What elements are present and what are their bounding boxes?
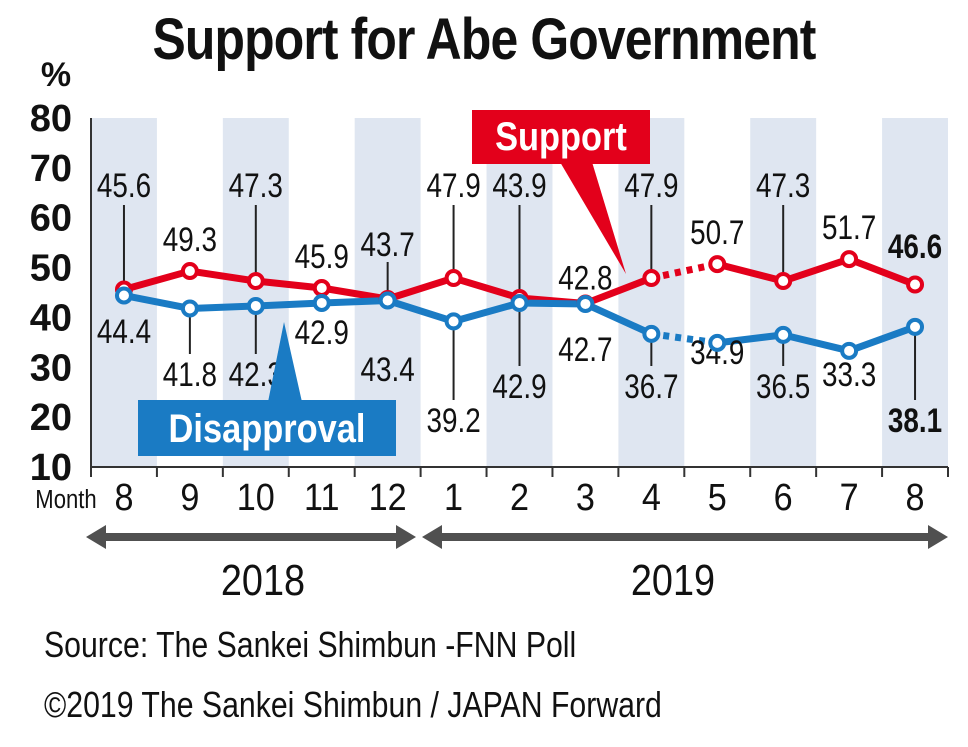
x-tick-label-11: 7 bbox=[840, 475, 859, 518]
support-point-3 bbox=[312, 279, 331, 298]
support-point-5 bbox=[444, 269, 463, 288]
y-tick-label-20: 20 bbox=[30, 397, 72, 439]
x-tick-label-12: 8 bbox=[906, 475, 925, 518]
disapproval-point-11 bbox=[840, 341, 859, 360]
x-tick-label-10: 6 bbox=[774, 475, 793, 518]
copyright-note: ©2019 The Sankei Shimbun / JAPAN Forward bbox=[44, 684, 662, 725]
support-point-2 bbox=[246, 272, 265, 291]
disapproval-point-5 bbox=[444, 312, 463, 331]
support-data-label-11: 51.7 bbox=[822, 208, 876, 246]
x-tick-label-1: 9 bbox=[180, 475, 199, 518]
support-data-label-12: 46.6 bbox=[888, 227, 942, 265]
disapproval-callout-pointer bbox=[268, 322, 302, 402]
support-data-label-9: 50.7 bbox=[690, 213, 744, 251]
year-arrow-2018-left-head bbox=[86, 525, 106, 549]
support-line-b bbox=[716, 255, 917, 288]
disapproval-line-b bbox=[716, 323, 917, 355]
disapproval-point-6 bbox=[510, 293, 529, 312]
support-callout-box bbox=[472, 110, 650, 164]
disapproval-data-label-11: 33.3 bbox=[822, 355, 876, 393]
disapproval-data-label-3: 42.9 bbox=[295, 313, 349, 351]
x-tick-label-7: 3 bbox=[576, 475, 595, 518]
support-data-label-10: 47.3 bbox=[756, 166, 810, 204]
support-point-8 bbox=[642, 269, 661, 288]
disapproval-data-label-10: 36.5 bbox=[756, 367, 810, 405]
support-data-label-0: 45.6 bbox=[97, 166, 151, 204]
support-data-label-5: 47.9 bbox=[426, 166, 480, 204]
disapproval-point-10 bbox=[774, 325, 793, 344]
x-tick-label-5: 1 bbox=[444, 475, 463, 518]
support-point-11 bbox=[840, 250, 859, 269]
disapproval-point-12 bbox=[906, 317, 925, 336]
year-arrow-2018 bbox=[86, 525, 416, 549]
year-arrow-2019-right-head bbox=[928, 525, 948, 549]
disapproval-data-label-5: 39.2 bbox=[426, 401, 480, 439]
year-label-2018: 2018 bbox=[220, 556, 306, 605]
disapproval-data-label-0: 44.4 bbox=[97, 312, 151, 350]
band-10 bbox=[750, 118, 817, 467]
disapproval-callout: Disapproval bbox=[138, 322, 396, 456]
x-tick-label-0: 8 bbox=[114, 475, 133, 518]
support-data-label-8: 47.9 bbox=[624, 166, 678, 204]
y-tick-label-30: 30 bbox=[30, 347, 72, 389]
disapproval-point-3 bbox=[312, 293, 331, 312]
y-tick-label-60: 60 bbox=[30, 198, 72, 240]
chart-title: Support for Abe Government bbox=[152, 7, 816, 72]
disapproval-data-label-1: 41.8 bbox=[163, 355, 217, 393]
support-data-label-1: 49.3 bbox=[163, 220, 217, 258]
band-8 bbox=[618, 118, 685, 467]
support-data-label-7: 42.8 bbox=[558, 259, 612, 297]
disapproval-point-8 bbox=[642, 324, 661, 343]
x-tick-label-4: 12 bbox=[369, 475, 407, 518]
support-point-1 bbox=[180, 262, 199, 281]
y-tick-label-70: 70 bbox=[30, 148, 72, 190]
x-tick-label-8: 4 bbox=[642, 475, 661, 518]
support-callout: Support bbox=[472, 110, 650, 274]
year-label-2019: 2019 bbox=[630, 556, 716, 605]
support-point-9 bbox=[708, 255, 727, 274]
y-tick-label-40: 40 bbox=[30, 297, 72, 339]
x-tick-label-9: 5 bbox=[708, 475, 727, 518]
disapproval-point-4 bbox=[378, 291, 397, 310]
disapproval-callout-label: Disapproval bbox=[169, 406, 366, 451]
source-note: Source: The Sankei Shimbun -FNN Poll bbox=[44, 624, 577, 665]
support-data-label-3: 45.9 bbox=[295, 237, 349, 275]
support-data-label-4: 43.7 bbox=[361, 225, 415, 263]
year-arrow-2019 bbox=[422, 525, 948, 549]
disapproval-callout-box bbox=[138, 400, 396, 456]
disapproval-point-9 bbox=[708, 333, 727, 352]
disapproval-point-1 bbox=[180, 299, 199, 318]
disapproval-data-label-6: 42.9 bbox=[492, 367, 546, 405]
x-tick-label-2: 10 bbox=[237, 475, 275, 518]
y-tick-label-10: 10 bbox=[30, 447, 72, 489]
disapproval-point-7 bbox=[576, 294, 595, 313]
y-axis-label: % bbox=[41, 56, 71, 94]
x-tick-label-6: 2 bbox=[510, 475, 529, 518]
disapproval-data-label-7: 42.7 bbox=[558, 330, 612, 368]
support-data-label-6: 43.9 bbox=[492, 166, 546, 204]
y-tick-label-80: 80 bbox=[30, 98, 72, 140]
support-point-12 bbox=[906, 275, 925, 294]
disapproval-point-0 bbox=[114, 286, 133, 305]
year-arrow-2018-right-head bbox=[396, 525, 416, 549]
year-arrow-2019-left-head bbox=[422, 525, 442, 549]
disapproval-data-label-8: 36.7 bbox=[624, 367, 678, 405]
support-point-10 bbox=[774, 272, 793, 291]
support-callout-pointer bbox=[560, 162, 626, 274]
y-tick-label-50: 50 bbox=[30, 248, 72, 290]
x-axis-label: Month bbox=[35, 485, 96, 514]
support-data-label-2: 47.3 bbox=[229, 166, 283, 204]
disapproval-data-label-12: 38.1 bbox=[888, 401, 942, 439]
disapproval-data-label-4: 43.4 bbox=[361, 350, 415, 388]
x-tick-label-3: 11 bbox=[304, 475, 339, 518]
support-callout-label: Support bbox=[495, 114, 627, 159]
disapproval-point-2 bbox=[246, 296, 265, 315]
